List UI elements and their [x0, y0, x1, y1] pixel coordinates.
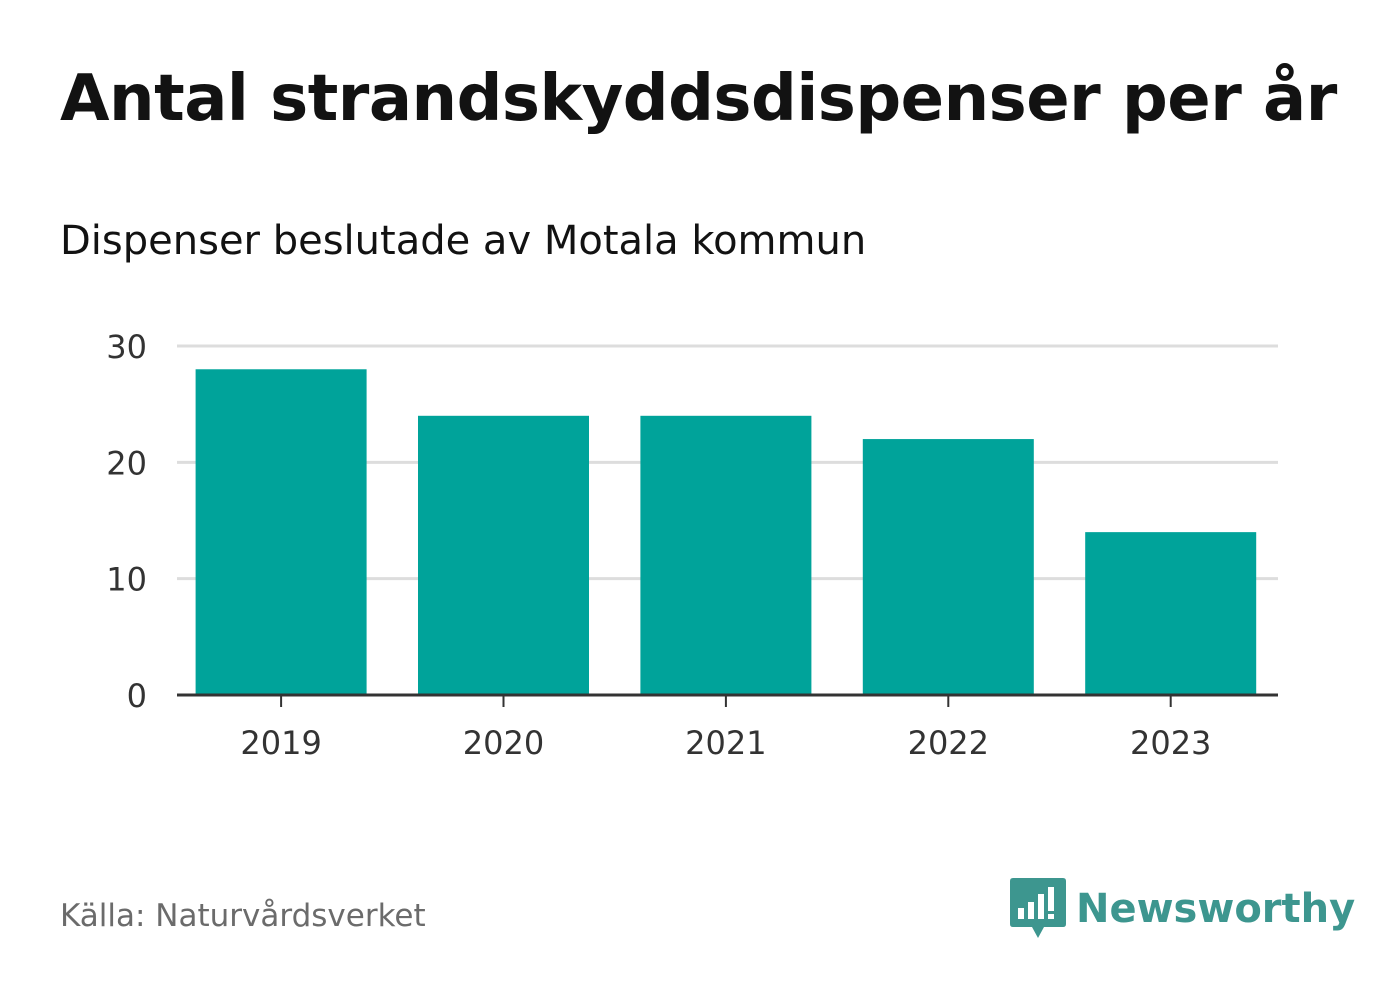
bar-2019 — [195, 369, 367, 695]
bar-2022 — [862, 439, 1034, 695]
y-tick-label: 10 — [106, 561, 147, 599]
chart-subtitle: Dispenser beslutade av Motala kommun — [60, 218, 867, 264]
bar-2023 — [1085, 532, 1257, 695]
bar-2020 — [418, 415, 589, 695]
y-tick-label: 0 — [127, 677, 147, 715]
bars — [195, 369, 1257, 695]
bar-2021 — [640, 415, 812, 695]
x-tick-label: 2022 — [908, 724, 989, 762]
x-tick-label: 2019 — [240, 724, 321, 762]
x-tick-label: 2023 — [1130, 724, 1211, 762]
source-note: Källa: Naturvårdsverket — [60, 898, 426, 934]
brand-name: Newsworthy — [1076, 886, 1356, 932]
bar-chart-speech-bubble-icon — [1010, 878, 1066, 938]
chart-title: Antal strandskyddsdispenser per år — [60, 62, 1337, 136]
x-tick-label: 2021 — [685, 724, 766, 762]
x-tick-label: 2020 — [463, 724, 544, 762]
brand-logo: Newsworthy — [1010, 878, 1355, 940]
y-tick-label: 20 — [106, 444, 147, 482]
y-tick-label: 30 — [106, 328, 147, 366]
axes: 0 10 20 30 2019 2020 2021 2022 2023 — [106, 328, 1278, 762]
